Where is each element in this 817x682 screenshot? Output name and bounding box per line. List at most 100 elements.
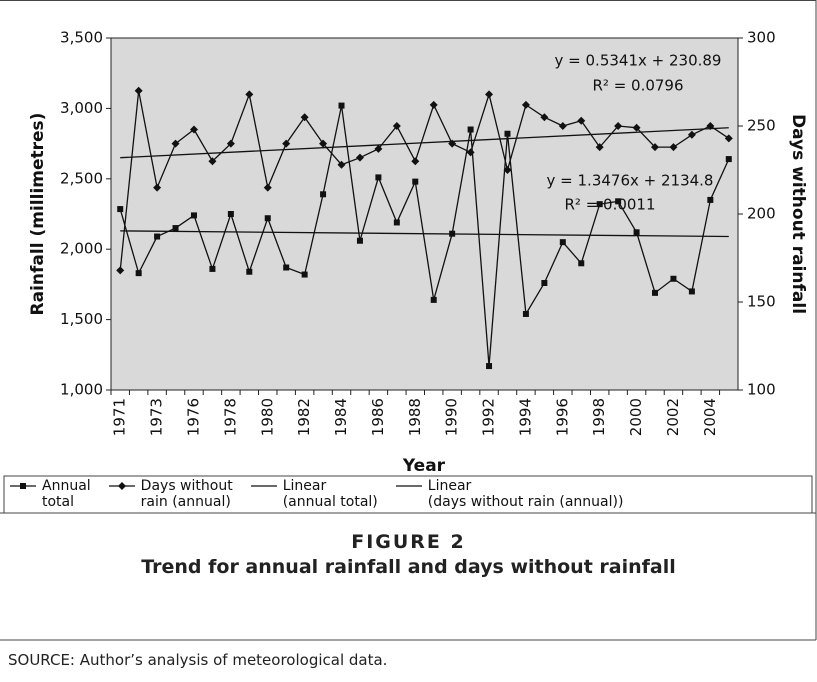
legend-item: Annual total	[8, 478, 91, 512]
series-line	[119, 105, 730, 367]
marker	[245, 90, 254, 99]
x-tick-label: 2004	[701, 398, 719, 436]
marker	[467, 126, 474, 133]
marker	[374, 144, 383, 153]
legend-item: Days without rain (annual)	[107, 478, 233, 512]
marker	[319, 139, 328, 148]
x-tick-label: 1992	[480, 398, 498, 436]
y-tick-label: 1,500	[60, 310, 103, 328]
marker	[559, 239, 566, 246]
marker	[154, 233, 161, 240]
y2-tick-label: 150	[747, 293, 776, 311]
marker	[134, 86, 143, 95]
marker	[338, 102, 345, 109]
y-tick-label: 3,000	[60, 99, 103, 117]
marker	[521, 100, 530, 109]
marker	[356, 237, 363, 244]
marker	[669, 143, 678, 152]
x-tick-label: 1994	[516, 398, 534, 436]
marker	[466, 148, 475, 157]
marker	[577, 116, 586, 125]
marker	[264, 215, 271, 222]
legend-label: Linear (days without rain (annual))	[427, 478, 624, 510]
legend-label: Linear (annual total)	[282, 478, 378, 510]
x-tick-label: 1996	[553, 398, 571, 436]
marker	[503, 166, 512, 174]
marker	[486, 363, 493, 370]
marker	[596, 201, 603, 208]
marker	[429, 100, 438, 109]
x-tick-label: 1998	[590, 398, 608, 436]
x-axis-title: Year	[402, 456, 446, 476]
marker	[209, 265, 216, 272]
annotation: R² = 0.0011	[564, 196, 655, 214]
x-tick-label: 1990	[443, 398, 461, 436]
legend-marker	[20, 483, 26, 489]
marker	[688, 288, 695, 295]
y-tick-label: 2,500	[60, 169, 103, 187]
y2-tick-label: 300	[747, 29, 776, 47]
x-tick-label: 1984	[332, 398, 350, 436]
x-tick-label: 1988	[406, 398, 424, 436]
marker	[246, 268, 253, 275]
y-tick-label: 3,500	[60, 29, 103, 47]
marker	[283, 264, 290, 271]
marker	[393, 219, 400, 226]
marker	[430, 296, 437, 303]
x-tick-label: 1980	[258, 398, 276, 436]
marker	[208, 157, 217, 166]
marker	[320, 191, 327, 198]
marker	[504, 130, 511, 137]
marker	[189, 125, 198, 134]
marker	[522, 310, 529, 317]
trend-line	[120, 230, 729, 238]
annotation: R² = 0.0796	[592, 77, 683, 95]
x-tick-label: 1982	[295, 398, 313, 436]
x-tick-label: 1976	[184, 398, 202, 436]
marker	[411, 157, 420, 166]
legend-swatch	[108, 482, 135, 490]
legend-frame	[3, 475, 813, 514]
marker	[392, 122, 401, 130]
marker	[263, 183, 272, 192]
marker	[172, 225, 179, 232]
annotation: y = 1.3476x + 2134.8	[547, 172, 714, 190]
source: SOURCE: Author’s analysis of meteorologi…	[8, 651, 388, 669]
marker	[632, 123, 641, 132]
marker	[725, 156, 732, 163]
marker	[355, 153, 364, 162]
legend: Annual total Days without rain (annual) Li…	[8, 478, 808, 512]
marker	[540, 113, 549, 122]
marker	[670, 275, 677, 282]
x-tick-label: 1971	[111, 398, 129, 436]
x-tick-label: 2002	[664, 398, 682, 436]
y-axis-title: Rainfall (millimetres)	[28, 113, 48, 316]
marker	[651, 143, 660, 152]
marker	[337, 160, 346, 169]
marker	[578, 260, 585, 267]
marker	[375, 174, 382, 181]
marker	[282, 139, 291, 148]
trend-line	[120, 127, 729, 159]
plot-area	[110, 37, 739, 391]
marker	[171, 139, 180, 148]
legend-swatch	[395, 485, 422, 487]
figure-caption: Trend for annual rainfall and days witho…	[141, 556, 676, 578]
legend-label: Days without rain (annual)	[140, 478, 233, 510]
marker	[116, 266, 125, 275]
x-tick-label: 1973	[148, 398, 166, 436]
y2-tick-label: 200	[747, 205, 776, 223]
marker	[190, 212, 197, 219]
marker	[615, 198, 622, 205]
legend-item: Linear (days without rain (annual))	[394, 478, 624, 512]
marker	[707, 196, 714, 203]
legend-swatch	[10, 483, 36, 489]
marker	[652, 289, 659, 296]
x-tick-label: 1986	[369, 398, 387, 436]
marker	[117, 206, 124, 213]
legend-label: Annual total	[42, 478, 91, 510]
marker	[301, 271, 308, 278]
legend-swatch	[250, 485, 277, 487]
